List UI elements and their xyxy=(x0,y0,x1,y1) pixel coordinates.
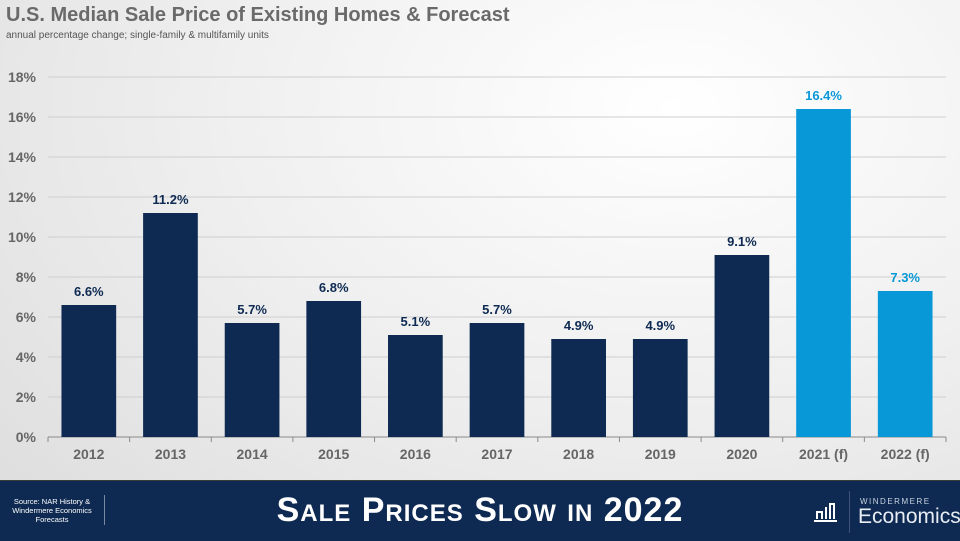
divider xyxy=(104,495,105,525)
y-tick-label: 4% xyxy=(16,349,37,365)
chart-title: U.S. Median Sale Price of Existing Homes… xyxy=(6,4,510,26)
footer-banner: Source: NAR History & Windermere Economi… xyxy=(0,480,960,541)
data-label: 4.9% xyxy=(645,318,675,333)
bar-2016 xyxy=(388,335,443,437)
data-label: 6.8% xyxy=(319,280,349,295)
logo-wordmark: Economics xyxy=(858,505,960,528)
headline: Sale Prices Slow in 2022 xyxy=(276,491,684,529)
y-tick-label: 8% xyxy=(16,269,37,285)
x-tick-label: 2018 xyxy=(563,446,594,462)
data-label: 16.4% xyxy=(805,88,842,103)
data-label: 5.7% xyxy=(237,302,267,317)
bar-chart-logo-icon xyxy=(814,503,837,522)
y-tick-label: 14% xyxy=(8,149,37,165)
bar-2017 xyxy=(469,323,525,437)
bar-2015 xyxy=(306,301,362,437)
source-note: Source: NAR History & Windermere Economi… xyxy=(12,497,92,524)
data-label: 4.9% xyxy=(564,318,594,333)
x-tick-label: 2012 xyxy=(73,446,104,462)
bar-2012 xyxy=(61,305,117,437)
x-tick-label: 2022 (f) xyxy=(881,446,930,462)
x-tick-label: 2021 (f) xyxy=(799,446,848,462)
x-tick-label: 2020 xyxy=(726,446,757,462)
bar-2014 xyxy=(224,323,280,437)
x-tick-label: 2015 xyxy=(318,446,349,462)
x-tick-label: 2014 xyxy=(237,446,268,462)
y-tick-label: 18% xyxy=(8,69,37,85)
bar-chart: 0% 2% 4% 6% 8% 10% 12% 14% 16% 18% 6.6% 2012 11.2% 20… xyxy=(8,69,947,462)
bar-2018 xyxy=(551,339,606,437)
x-tick-label: 2017 xyxy=(481,446,512,462)
y-tick-label: 12% xyxy=(8,189,37,205)
data-label: 7.3% xyxy=(890,270,920,285)
y-tick-label: 6% xyxy=(16,309,37,325)
y-tick-label: 10% xyxy=(8,229,37,245)
y-tick-label: 0% xyxy=(16,429,37,445)
x-tick-label: 2013 xyxy=(155,446,186,462)
x-tick-label: 2019 xyxy=(645,446,676,462)
data-label: 5.7% xyxy=(482,302,512,317)
bar-2019 xyxy=(632,339,688,437)
data-label: 6.6% xyxy=(74,284,104,299)
logo-brand: WINDERMERE xyxy=(860,497,931,506)
bar-2020 xyxy=(714,255,770,437)
x-tick-label: 2016 xyxy=(400,446,431,462)
bar-2013 xyxy=(143,213,198,437)
logo-divider xyxy=(849,491,850,533)
bar-2022-f xyxy=(877,291,933,437)
data-label: 9.1% xyxy=(727,234,757,249)
bar-2021-f xyxy=(796,109,851,437)
y-tick-label: 2% xyxy=(16,389,37,405)
y-tick-label: 16% xyxy=(8,109,37,125)
chart-subtitle: annual percentage change; single-family … xyxy=(6,30,269,41)
data-label: 11.2% xyxy=(152,192,189,207)
data-label: 5.1% xyxy=(401,314,431,329)
